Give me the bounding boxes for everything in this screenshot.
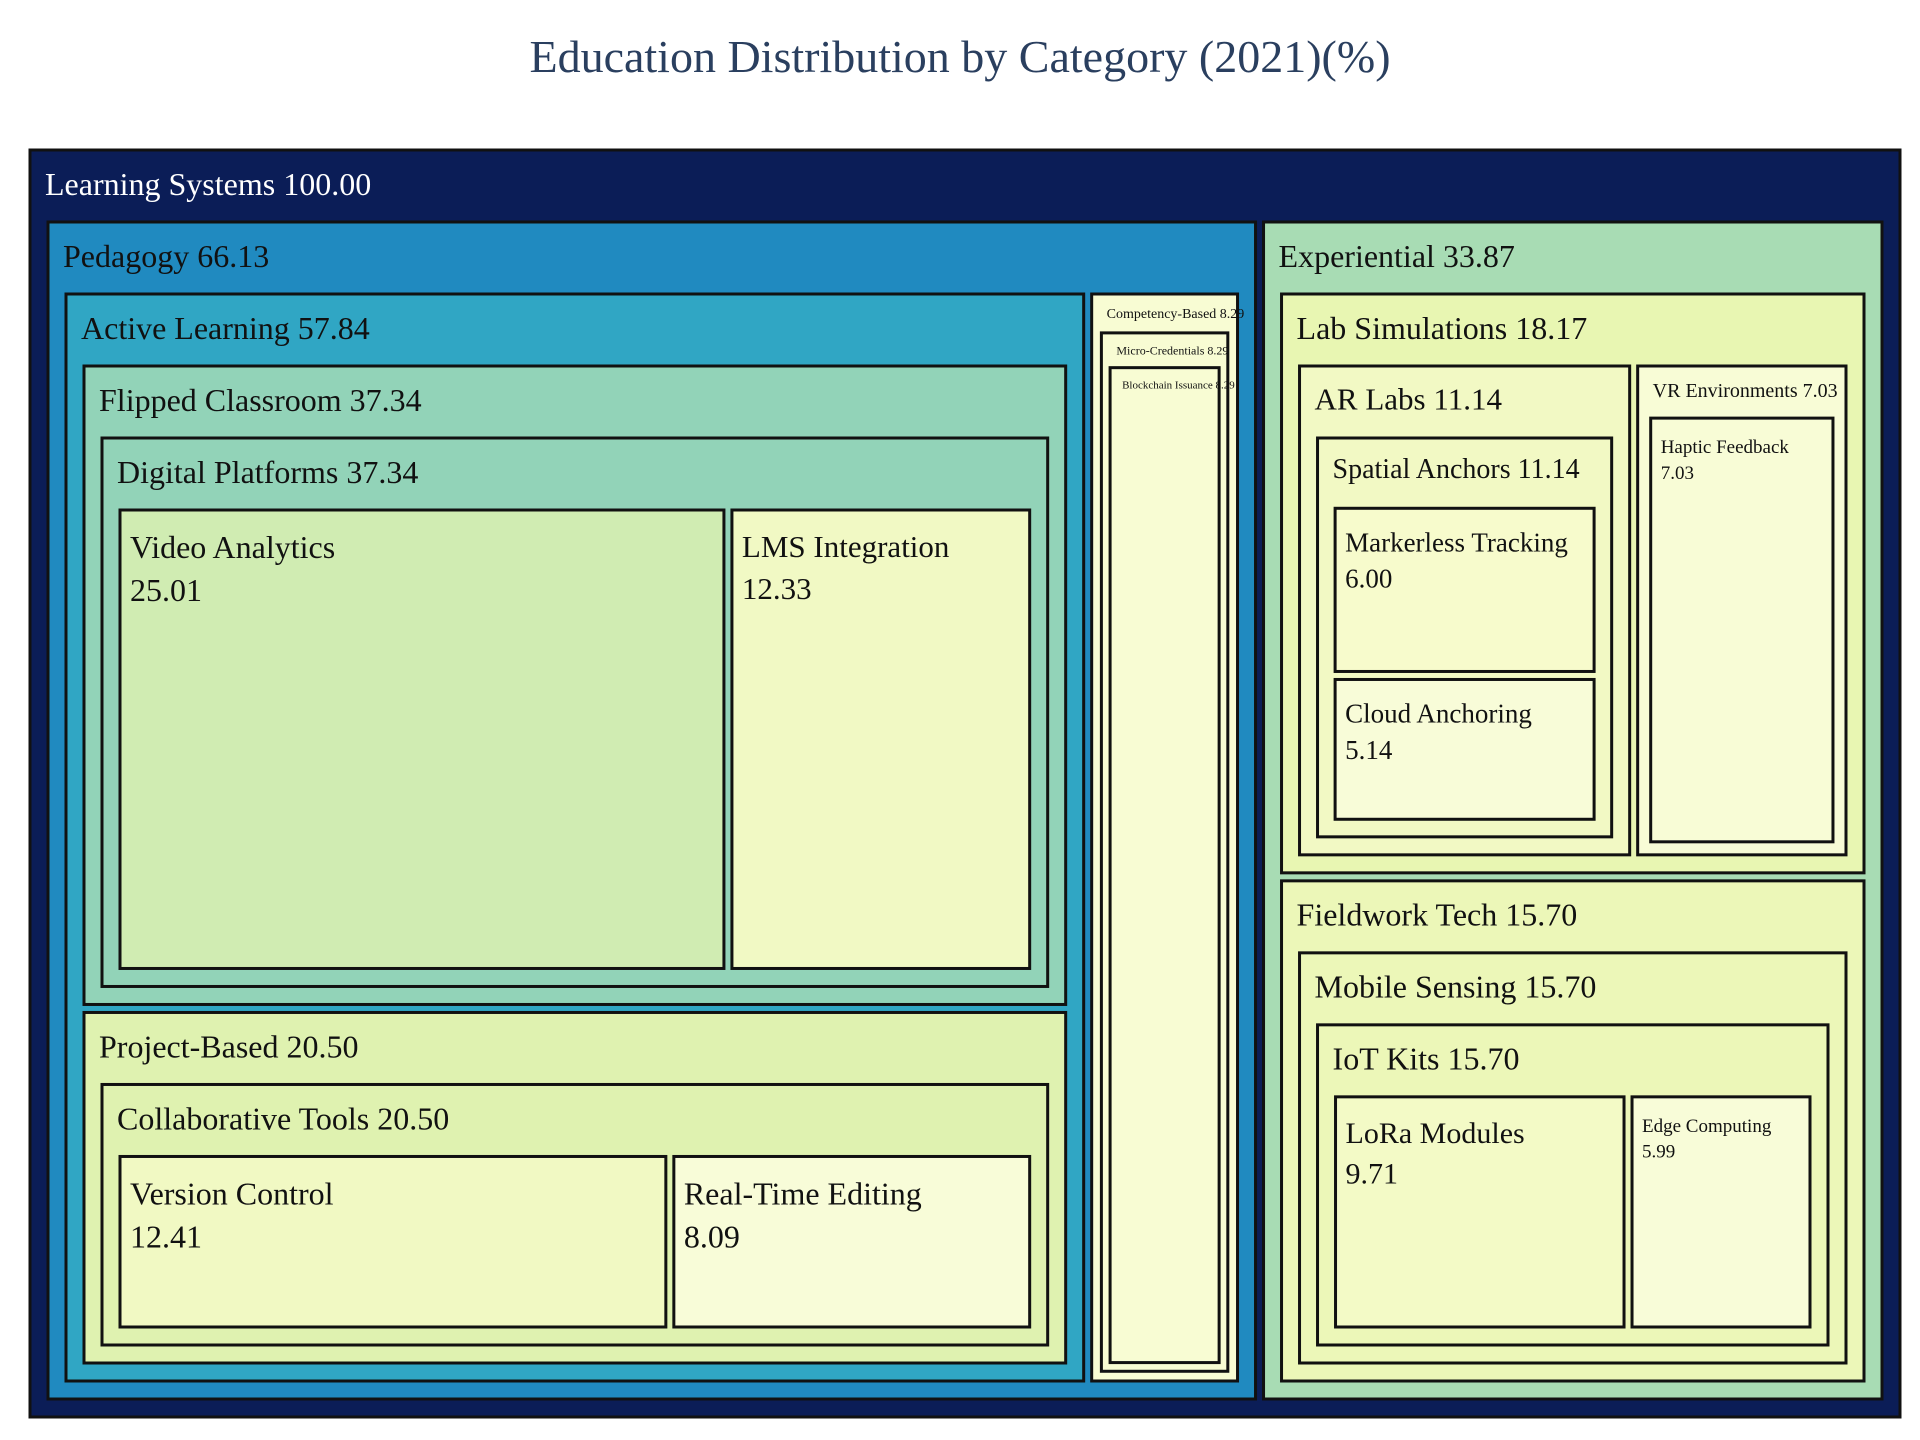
tile-name-label: Cloud Anchoring (1345, 698, 1532, 728)
tile-edge-computing[interactable]: Edge Computing 5.99 (1630, 1095, 1812, 1329)
tile-label: Spatial Anchors 11.14 (1333, 454, 1580, 485)
tile-rect[interactable] (1333, 677, 1596, 821)
tile-value-label: 25.01 (130, 572, 202, 608)
tile-version-control[interactable]: Version Control 12.41 (118, 1154, 668, 1329)
tile-rect[interactable] (118, 508, 726, 970)
tile-rect[interactable] (118, 1154, 668, 1329)
tile-value-label: 8.09 (684, 1219, 740, 1255)
tile-rect[interactable] (730, 508, 1032, 970)
tile-label: Mobile Sensing 15.70 (1315, 969, 1597, 1005)
tile-real-time-editing[interactable]: Real-Time Editing 8.09 (672, 1154, 1032, 1329)
tile-label: Learning Systems 100.00 (45, 166, 371, 202)
tile-rect[interactable] (1649, 416, 1835, 844)
tile-label: IoT Kits 15.70 (1333, 1041, 1520, 1077)
tile-value-label: 9.71 (1346, 1157, 1399, 1190)
tile-label: Project-Based 20.50 (99, 1028, 359, 1064)
tile-haptic-feedback[interactable]: Haptic Feedback 7.03 (1649, 416, 1835, 844)
tile-name-label: Markerless Tracking (1345, 527, 1568, 557)
tile-label: Experiential 33.87 (1279, 238, 1515, 274)
tile-name-label: Haptic Feedback (1661, 437, 1790, 458)
tile-cloud-anchoring[interactable]: Cloud Anchoring 5.14 (1333, 677, 1596, 821)
tile-video-analytics[interactable]: Video Analytics 25.01 (118, 508, 726, 970)
tile-label: Pedagogy 66.13 (63, 238, 269, 274)
tile-name-label: Edge Computing (1642, 1116, 1772, 1137)
tile-label: Lab Simulations 18.17 (1297, 310, 1588, 346)
tile-value-label: 12.41 (130, 1219, 202, 1255)
tile-markerless-tracking[interactable]: Markerless Tracking 6.00 (1333, 506, 1596, 673)
tile-value-label: 5.14 (1345, 735, 1393, 765)
tile-value-label: 6.00 (1345, 564, 1392, 594)
tile-label: Digital Platforms 37.34 (117, 454, 418, 490)
tile-rect[interactable] (1108, 366, 1221, 1365)
tile-rect[interactable] (1630, 1095, 1812, 1329)
tile-lms-integration[interactable]: LMS Integration 12.33 (730, 508, 1032, 970)
tile-label: Active Learning 57.84 (81, 310, 370, 346)
chart-title: Education Distribution by Category (2021… (529, 31, 1391, 82)
tile-rect[interactable] (1334, 1095, 1626, 1329)
tile-lora-modules[interactable]: LoRa Modules 9.71 (1334, 1095, 1626, 1329)
tile-rect[interactable] (1333, 506, 1596, 673)
tile-value-label: 7.03 (1661, 463, 1694, 484)
tile-name-label: Version Control (130, 1175, 334, 1211)
tile-name-label: Real-Time Editing (684, 1175, 922, 1211)
tile-label: Fieldwork Tech 15.70 (1297, 897, 1578, 933)
tile-label: AR Labs 11.14 (1315, 382, 1503, 417)
tile-name-label: Video Analytics (130, 529, 335, 565)
tile-blockchain-issuance[interactable]: Blockchain Issuance 8.29 (1108, 366, 1235, 1365)
tile-label: Blockchain Issuance 8.29 (1122, 379, 1235, 391)
tile-label: VR Environments 7.03 (1653, 380, 1838, 402)
tile-label: Competency-Based 8.29 (1107, 307, 1245, 322)
tile-value-label: 12.33 (742, 571, 812, 606)
tile-value-label: 5.99 (1642, 1141, 1675, 1162)
tile-name-label: LMS Integration (742, 529, 950, 564)
tile-label: Collaborative Tools 20.50 (117, 1100, 449, 1136)
tile-label: Flipped Classroom 37.34 (99, 382, 422, 418)
tile-label: Micro-Credentials 8.29 (1116, 344, 1228, 358)
tile-name-label: LoRa Modules (1346, 1117, 1525, 1150)
tile-rect[interactable] (672, 1154, 1032, 1329)
